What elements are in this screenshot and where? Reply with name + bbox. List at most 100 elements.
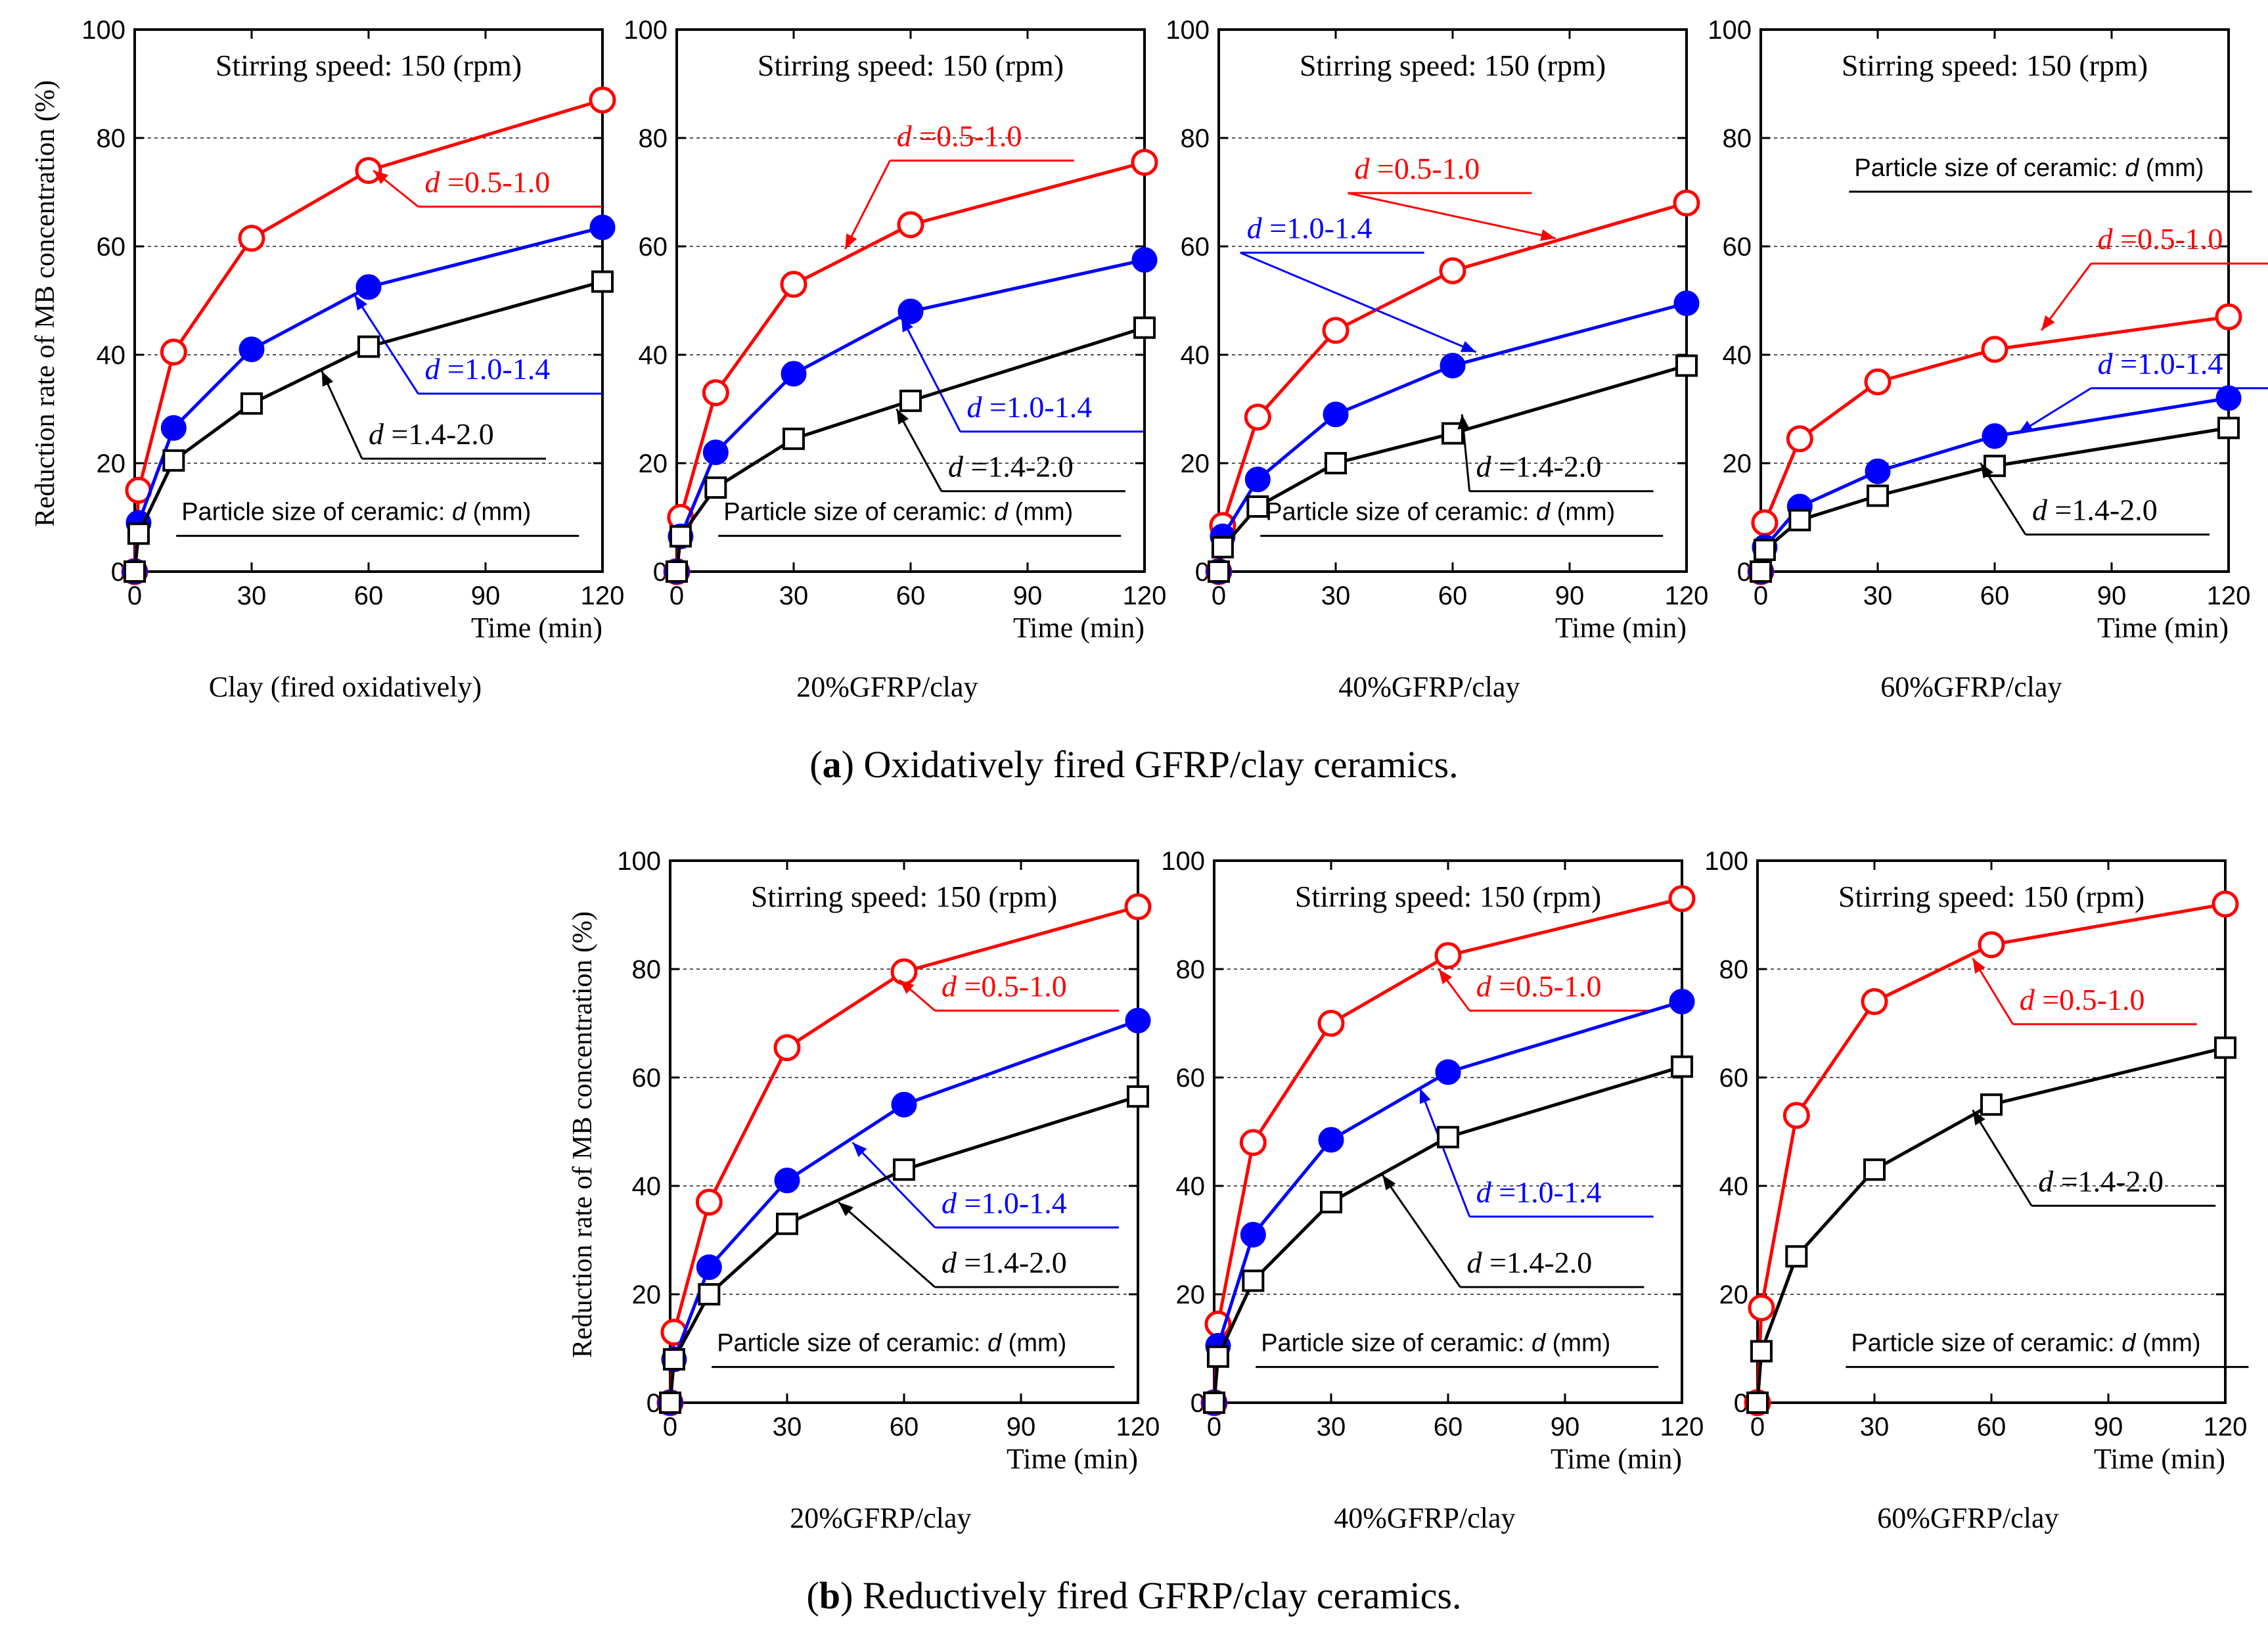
y-tick-label: 40 — [1181, 341, 1210, 370]
series-arrow-head — [354, 295, 368, 311]
data-point-s10 — [891, 1091, 917, 1118]
data-point-s05 — [589, 86, 616, 114]
series-leader-line — [1382, 1174, 1461, 1288]
series-leader-line — [1348, 192, 1556, 240]
panel-title: 60%GFRP/clay — [1877, 1502, 2058, 1534]
data-point-s10 — [774, 1167, 800, 1194]
x-tick-label: 30 — [1863, 581, 1893, 610]
x-axis-label: Time (min) — [2094, 1443, 2225, 1475]
stirring-speed-label: Stirring speed: 150 (rpm) — [1842, 49, 2148, 82]
data-point-s14 — [2214, 1036, 2236, 1059]
data-point-s14 — [127, 522, 150, 545]
data-point-s05 — [238, 225, 265, 252]
data-point-s10 — [160, 415, 187, 441]
particle-size-label: Particle size of ceramic: d (mm) — [1854, 154, 2204, 182]
data-point-s14 — [357, 335, 380, 358]
data-point-s14 — [1675, 354, 1698, 377]
data-point-s05 — [890, 958, 918, 986]
data-point-s05 — [1668, 885, 1696, 913]
data-point-s10 — [2215, 385, 2242, 411]
y-tick-label: 100 — [1704, 847, 1748, 876]
data-point-s14 — [1242, 1269, 1265, 1292]
series-label-s14: d =1.4-2.0 — [941, 1246, 1067, 1279]
data-point-s14 — [1785, 1245, 1808, 1268]
series-leader-line — [1418, 1087, 1471, 1217]
x-tick-label: 60 — [1980, 581, 2010, 610]
data-point-s14 — [1437, 1125, 1459, 1148]
x-tick-label: 0 — [1207, 1413, 1221, 1441]
x-tick-label: 120 — [1116, 1413, 1160, 1441]
data-point-s05 — [780, 271, 807, 298]
x-axis-label: Time (min) — [1551, 1443, 1682, 1475]
data-point-s05 — [160, 338, 187, 366]
series-arrow-head — [2041, 315, 2055, 330]
data-point-s14 — [893, 1158, 915, 1181]
series-arrow-head — [321, 371, 334, 387]
data-point-s10 — [1244, 466, 1271, 493]
y-tick-label: 40 — [1719, 1172, 1749, 1201]
x-tick-label: 90 — [2097, 581, 2127, 610]
series-arrow-head — [899, 980, 915, 994]
series-label-s14: d =1.4-2.0 — [369, 417, 494, 451]
y-tick-label: 60 — [639, 233, 668, 261]
data-point-s14 — [591, 270, 614, 293]
stirring-speed-label: Stirring speed: 150 (rpm) — [758, 49, 1064, 82]
x-tick-label: 60 — [890, 1413, 919, 1441]
stirring-speed-label: Stirring speed: 150 (rpm) — [1300, 49, 1606, 82]
y-tick-label: 40 — [97, 341, 126, 370]
panel-title: 20%GFRP/clay — [790, 1502, 971, 1534]
data-point-s10 — [781, 361, 807, 387]
series-label-s14: d =1.4-2.0 — [1466, 1246, 1592, 1279]
x-tick-label: 30 — [1860, 1413, 1890, 1441]
y-tick-label: 20 — [639, 449, 668, 478]
data-point-s05 — [1317, 1010, 1345, 1037]
y-tick-label: 0 — [1195, 558, 1210, 587]
particle-size-label: Particle size of ceramic: d (mm) — [723, 499, 1073, 526]
series-arrow-head — [1540, 229, 1556, 241]
x-tick-label: 60 — [1434, 1413, 1463, 1441]
x-tick-label: 120 — [1123, 581, 1167, 610]
data-point-s14 — [1246, 495, 1269, 518]
data-point-s10 — [1435, 1059, 1461, 1085]
x-tick-label: 90 — [1013, 581, 1043, 610]
x-tick-label: 30 — [1321, 581, 1351, 610]
x-tick-label: 30 — [237, 581, 267, 610]
series-arrow-head — [1980, 463, 1993, 479]
stirring-speed-label: Stirring speed: 150 (rpm) — [215, 49, 522, 82]
series-arrow-head — [1419, 1088, 1431, 1104]
y-tick-label: 0 — [1734, 1389, 1748, 1418]
series-label-s10: d =1.0-1.4 — [424, 352, 550, 386]
panel-title: 60%GFRP/clay — [1880, 671, 2062, 703]
x-tick-label: 0 — [669, 581, 684, 610]
data-point-s10 — [355, 274, 382, 300]
x-tick-label: 120 — [1665, 581, 1709, 610]
y-tick-label: 100 — [624, 16, 668, 45]
x-tick-label: 30 — [1317, 1413, 1346, 1441]
series-arrow-head — [1460, 341, 1476, 352]
series-arrow-head — [838, 1202, 853, 1217]
y-tick-label: 100 — [81, 16, 125, 45]
data-point-s14 — [1211, 535, 1234, 558]
data-point-s10 — [1669, 989, 1695, 1014]
y-tick-label: 60 — [1181, 233, 1210, 261]
data-point-s14 — [1753, 539, 1776, 561]
y-tick-label: 80 — [639, 124, 668, 153]
x-tick-label: 90 — [1007, 1413, 1036, 1441]
series-leader-line — [838, 1201, 936, 1288]
y-tick-label: 60 — [97, 233, 126, 261]
series-label-s10: d =1.0-1.4 — [1476, 1175, 1602, 1209]
y-tick-label: 0 — [646, 1389, 661, 1418]
series-label-s14: d =1.4-2.0 — [1476, 450, 1602, 484]
y-tick-label: 80 — [1176, 955, 1206, 984]
data-point-s05 — [1786, 425, 1813, 453]
y-tick-label: 20 — [97, 449, 126, 478]
stirring-speed-label: Stirring speed: 150 (rpm) — [751, 880, 1057, 913]
particle-size-label: Particle size of ceramic: d (mm) — [1265, 499, 1615, 526]
series-leader-line — [321, 371, 363, 459]
y-tick-label: 0 — [653, 558, 668, 587]
x-tick-label: 90 — [1551, 1413, 1580, 1441]
data-point-s10 — [1125, 1007, 1151, 1033]
